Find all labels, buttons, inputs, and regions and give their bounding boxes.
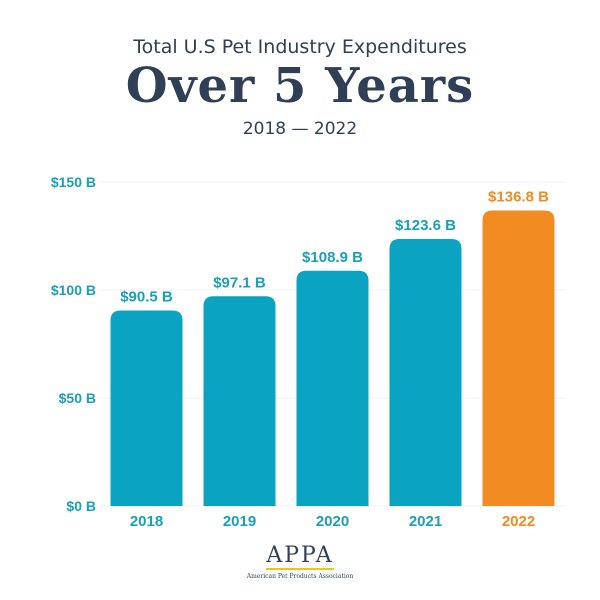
chart-subtitle: Total U.S Pet Industry Expenditures bbox=[133, 36, 467, 58]
logo-mark: APPA bbox=[266, 543, 334, 570]
bar-2019 bbox=[203, 296, 276, 506]
appa-logo: APPA American Pet Products Association bbox=[0, 543, 600, 581]
year-range: 2018 — 2022 bbox=[242, 119, 358, 139]
x-tick-label-2020: 2020 bbox=[316, 513, 349, 530]
chart-title: Over 5 Years bbox=[125, 58, 475, 114]
data-label-2019: $97.1 B bbox=[213, 274, 266, 291]
x-tick-label-2022: 2022 bbox=[502, 513, 535, 530]
x-tick-label-2021: 2021 bbox=[409, 513, 442, 530]
y-tick-label: $100 B bbox=[51, 282, 96, 298]
data-label-2021: $123.6 B bbox=[395, 217, 456, 234]
bar-2022 bbox=[482, 210, 555, 506]
data-label-2020: $108.9 B bbox=[302, 249, 363, 266]
logo-subtext: American Pet Products Association bbox=[246, 573, 354, 580]
bar-2020 bbox=[296, 270, 369, 506]
y-tick-label: $0 B bbox=[66, 498, 96, 514]
data-label-2018: $90.5 B bbox=[120, 289, 173, 306]
x-tick-label-2019: 2019 bbox=[223, 513, 256, 530]
x-tick-label-2018: 2018 bbox=[130, 513, 163, 530]
data-label-2022: $136.8 B bbox=[488, 189, 549, 206]
y-tick-label: $150 B bbox=[51, 174, 96, 190]
bar-2018 bbox=[110, 310, 183, 506]
y-tick-label: $50 B bbox=[59, 390, 96, 406]
bar-2021 bbox=[389, 239, 462, 507]
